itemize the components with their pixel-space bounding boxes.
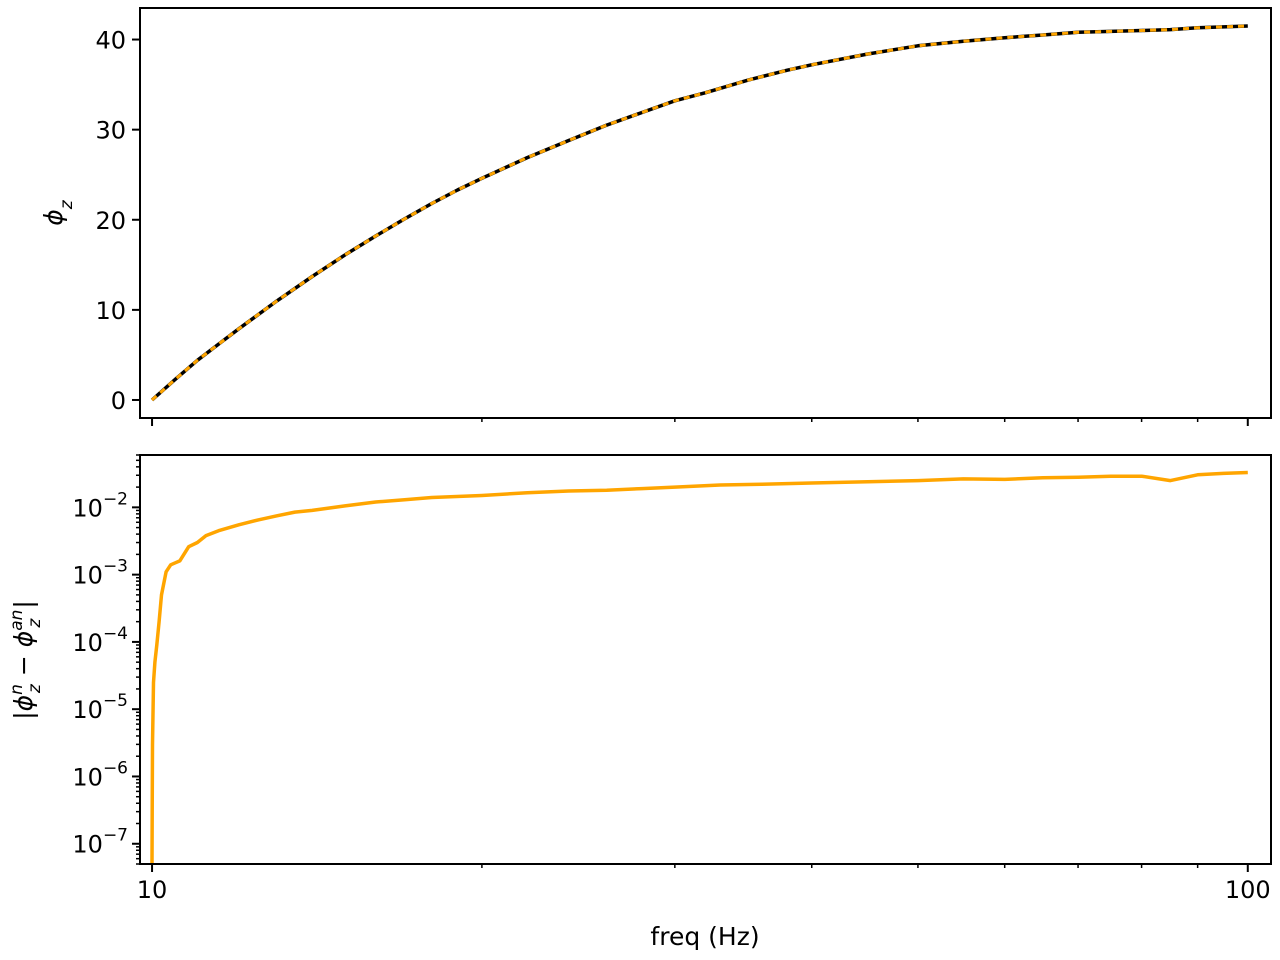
bottom-y-tick-label: 10−2	[72, 489, 128, 522]
bottom-x-axis-label: freq (Hz)	[650, 922, 759, 951]
top-y-tick-label: 20	[95, 207, 126, 235]
bottom-plot-panel: 10 100 10−7 10−6 10−5 10−4 10−3 10−2 |ϕnz − ϕa…	[7, 454, 1272, 951]
top-plot-panel: 0 10 20 30 40 ϕz	[39, 7, 1272, 426]
top-y-tick-label: 0	[111, 387, 126, 415]
bottom-x-tick-label: 10	[137, 876, 168, 904]
top-x-axis-ticks	[151, 418, 1249, 426]
bottom-y-axis-ticks: 10−7 10−6 10−5 10−4 10−3 10−2	[72, 454, 140, 865]
bottom-plot-frame	[139, 454, 1272, 865]
top-series-line-1	[151, 24, 1248, 402]
top-y-tick-label: 10	[95, 297, 126, 325]
bottom-y-tick-label: 10−4	[72, 624, 128, 657]
top-plot-frame	[139, 7, 1272, 419]
top-y-axis-ticks: 0 10 20 30 40	[95, 27, 140, 415]
bottom-y-tick-label: 10−6	[72, 758, 128, 791]
top-y-tick-label: 30	[95, 117, 126, 145]
bottom-series-line-0	[150, 470, 1248, 865]
bottom-y-tick-label: 10−5	[72, 691, 128, 724]
bottom-y-axis-label: |ϕnz − ϕanz|	[7, 600, 45, 720]
top-series-line-0	[150, 24, 1248, 402]
top-y-axis-label: ϕz	[39, 199, 77, 226]
top-plot-area	[150, 24, 1248, 402]
bottom-x-axis-ticks: 10 100	[137, 864, 1271, 904]
bottom-plot-area	[150, 470, 1248, 865]
top-y-tick-label: 40	[95, 27, 126, 55]
bottom-x-tick-label: 100	[1225, 876, 1271, 904]
bottom-y-tick-label: 10−7	[72, 826, 128, 859]
bottom-y-tick-label: 10−3	[72, 557, 128, 590]
